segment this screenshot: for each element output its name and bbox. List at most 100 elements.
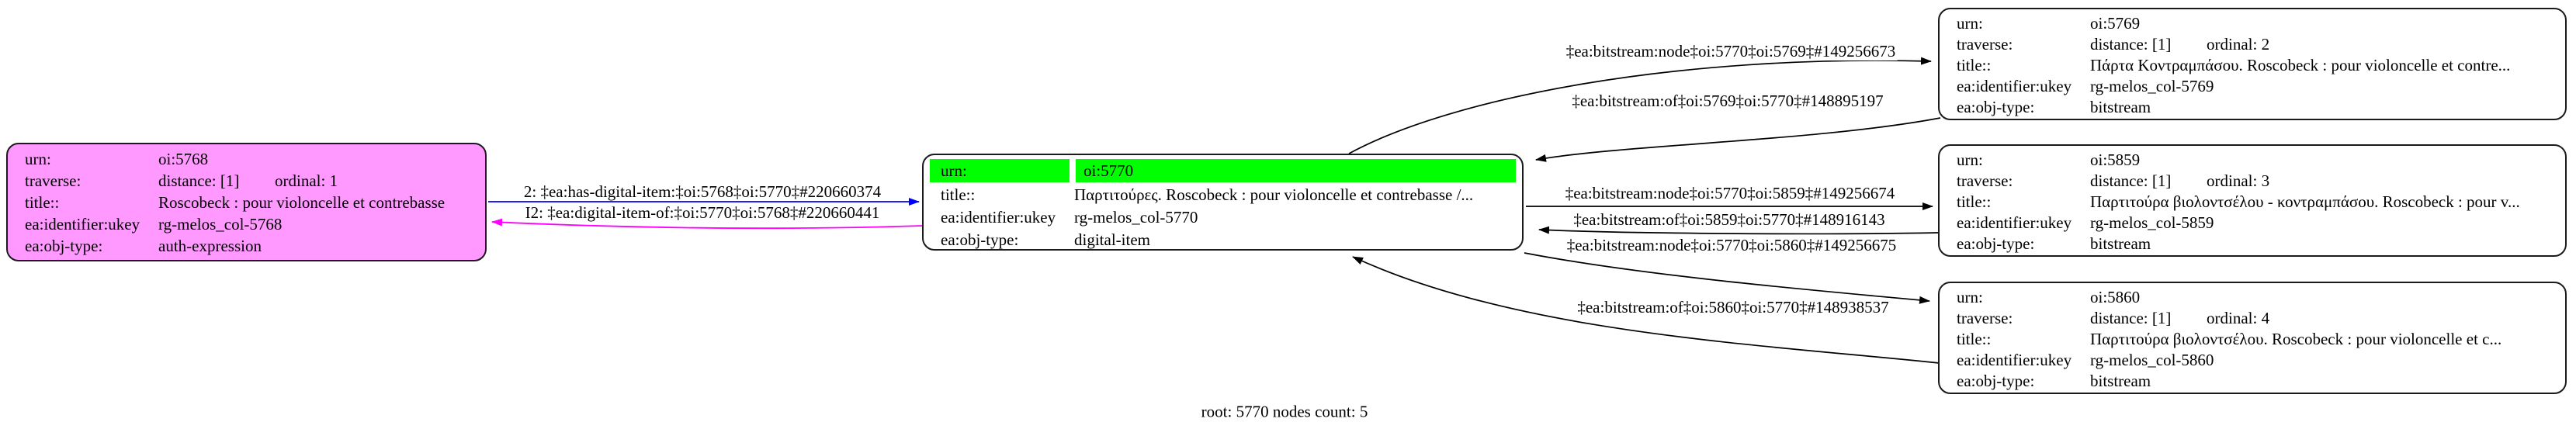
field-label: ea:obj-type: <box>1957 98 2035 116</box>
field-label: urn: <box>1957 288 1983 306</box>
field-label: traverse: <box>25 171 81 190</box>
field-label: title:: <box>1957 330 1992 348</box>
edge-label-bitstream-node-5769: ‡ea:bitstream:node‡oi:5770‡oi:5769‡#1492… <box>1564 42 1898 61</box>
field-label: urn: <box>25 150 51 168</box>
field-value: rg-melos_col-5768 <box>158 215 283 234</box>
field-value: auth-expression <box>158 237 262 255</box>
field-value: oi:5768 <box>158 150 209 168</box>
ordinal-value: ordinal: 3 <box>2207 171 2270 190</box>
edge-bitstream-node-5769 <box>1348 57 1932 154</box>
node-oi-5859[interactable]: urn: oi:5859 traverse: distance: [1] ordina… <box>1938 144 2567 257</box>
edge-label-has-digital-item: 2: ‡ea:has-digital-item:‡oi:5768‡oi:5770… <box>522 182 883 201</box>
ordinal-value: ordinal: 2 <box>2207 35 2270 54</box>
field-label: urn: <box>930 159 1070 182</box>
field-title: title:: Πάρτα Κοντραμπάσου. Roscobeck : p… <box>1940 55 2565 76</box>
node-rows: urn: oi:5860 traverse: distance: [1] ordina… <box>1940 283 2565 392</box>
field-traverse: traverse: distance: [1] ordinal: 4 <box>1940 308 2565 329</box>
field-label: ea:identifier:ukey <box>1957 213 2072 232</box>
distance-value: distance: [1] <box>2090 309 2172 327</box>
field-title: title:: Roscobeck : pour violoncelle et c… <box>8 192 485 213</box>
field-label: urn: <box>1957 14 1983 33</box>
field-value: rg-melos_col-5769 <box>2090 77 2214 95</box>
field-value: oi:5860 <box>2090 288 2141 306</box>
edge-label-bitstream-node-5860: ‡ea:bitstream:node‡oi:5770‡oi:5860‡#1492… <box>1565 236 1898 254</box>
ordinal-value: ordinal: 4 <box>2207 309 2270 327</box>
field-value: oi:5859 <box>2090 150 2141 169</box>
field-urn: urn: oi:5859 <box>1940 150 2565 171</box>
field-value: Roscobeck : pour violoncelle et contreba… <box>158 193 446 212</box>
field-label: title:: <box>1957 192 1992 211</box>
field-label: ea:identifier:ukey <box>941 208 1056 227</box>
node-rows: title:: Παρτιτούρες. Roscobeck : pour vio… <box>924 182 1522 251</box>
field-value: Παρτιτούρες. Roscobeck : pour violoncell… <box>1074 185 1474 204</box>
node-oi-5768[interactable]: urn: oi:5768 traverse: distance: [1] ordina… <box>6 143 487 261</box>
node-rows: urn: oi:5768 traverse: distance: [1] ordina… <box>8 144 485 257</box>
node-oi-5769[interactable]: urn: oi:5769 traverse: distance: [1] ordina… <box>1938 8 2567 120</box>
field-value: digital-item <box>1074 230 1150 249</box>
field-traverse: traverse: distance: [1] ordinal: 2 <box>1940 34 2565 55</box>
edge-label-digital-item-of: I2: ‡ea:digital-item-of:‡oi:5770‡oi:5768… <box>523 203 882 222</box>
field-label: ea:identifier:ukey <box>1957 351 2072 369</box>
field-traverse: traverse: distance: [1] ordinal: 3 <box>1940 171 2565 192</box>
distance-value: distance: [1] <box>158 171 240 190</box>
field-label: ea:obj-type: <box>25 237 103 255</box>
field-value: bitstream <box>2090 98 2151 116</box>
field-urn: urn: oi:5768 <box>8 148 485 170</box>
field-value: Παρτιτούρα βιολοντσέλου - κοντραμπάσου. … <box>2090 192 2520 211</box>
field-ukey: ea:identifier:ukey rg-melos_col-5769 <box>1940 76 2565 97</box>
edge-label-bitstream-of-5769: ‡ea:bitstream:of‡oi:5769‡oi:5770‡#148895… <box>1570 92 1885 110</box>
field-ukey: ea:identifier:ukey rg-melos_col-5860 <box>1940 350 2565 371</box>
field-value: rg-melos_col-5859 <box>2090 213 2214 232</box>
edge-bitstream-of-5769 <box>1535 117 1941 162</box>
field-label: traverse: <box>1957 309 2013 327</box>
field-objtype: ea:obj-type: bitstream <box>1940 97 2565 118</box>
field-label: ea:obj-type: <box>1957 372 2035 390</box>
field-objtype: ea:obj-type: auth-expression <box>8 235 485 257</box>
field-title: title:: Παρτιτούρα βιολοντσέλου. Roscobec… <box>1940 329 2565 350</box>
field-value: oi:5770 <box>1076 159 1516 182</box>
field-value: bitstream <box>2090 234 2151 253</box>
field-label: title:: <box>25 193 60 212</box>
field-label: title:: <box>941 185 976 204</box>
node-rows: urn: oi:5859 traverse: distance: [1] ordina… <box>1940 146 2565 254</box>
edge-label-bitstream-node-5859: ‡ea:bitstream:node‡oi:5770‡oi:5859‡#1492… <box>1563 184 1897 202</box>
field-ukey: ea:identifier:ukey rg-melos_col-5770 <box>924 206 1522 229</box>
edge-label-bitstream-of-5859: ‡ea:bitstream:of‡oi:5859‡oi:5770‡#148916… <box>1572 210 1887 229</box>
field-value: rg-melos_col-5860 <box>2090 351 2214 369</box>
node-rows: urn: oi:5769 traverse: distance: [1] ordina… <box>1940 9 2565 118</box>
distance-value: distance: [1] <box>2090 35 2172 54</box>
field-label: ea:obj-type: <box>1957 234 2035 253</box>
field-traverse: traverse: distance: [1] ordinal: 1 <box>8 170 485 192</box>
field-objtype: ea:obj-type: digital-item <box>924 229 1522 251</box>
field-value: rg-melos_col-5770 <box>1074 208 1198 227</box>
field-ukey: ea:identifier:ukey rg-melos_col-5859 <box>1940 213 2565 234</box>
field-label: traverse: <box>1957 35 2013 54</box>
node-oi-5770[interactable]: urn: oi:5770 title:: Παρτιτούρες. Roscobe… <box>922 154 1524 251</box>
field-objtype: ea:obj-type: bitstream <box>1940 371 2565 392</box>
field-title: title:: Παρτιτούρα βιολοντσέλου - κοντραμ… <box>1940 192 2565 213</box>
field-label: ea:identifier:ukey <box>1957 77 2072 95</box>
field-label: traverse: <box>1957 171 2013 190</box>
field-label: ea:obj-type: <box>941 230 1019 249</box>
graph-footer-caption: root: 5770 nodes count: 5 <box>1201 402 1368 421</box>
field-value: Πάρτα Κοντραμπάσου. Roscobeck : pour vio… <box>2090 56 2511 74</box>
field-urn: urn: oi:5769 <box>1940 13 2565 34</box>
distance-value: distance: [1] <box>2090 171 2172 190</box>
field-urn: urn: oi:5860 <box>1940 287 2565 308</box>
edge-bitstream-of-5860 <box>1352 256 1940 364</box>
field-title: title:: Παρτιτούρες. Roscobeck : pour vio… <box>924 184 1522 206</box>
edge-label-bitstream-of-5860: ‡ea:bitstream:of‡oi:5860‡oi:5770‡#148938… <box>1576 298 1891 317</box>
field-label: ea:identifier:ukey <box>25 215 140 234</box>
edge-bitstream-node-5860 <box>1524 252 1930 304</box>
field-label: title:: <box>1957 56 1992 74</box>
ordinal-value: ordinal: 1 <box>275 171 338 190</box>
node-oi-5860[interactable]: urn: oi:5860 traverse: distance: [1] ordina… <box>1938 282 2567 394</box>
field-ukey: ea:identifier:ukey rg-melos_col-5768 <box>8 213 485 235</box>
root-header-row: urn: oi:5770 <box>930 159 1516 182</box>
field-label: urn: <box>1957 150 1983 169</box>
field-objtype: ea:obj-type: bitstream <box>1940 234 2565 254</box>
field-value: bitstream <box>2090 372 2151 390</box>
field-value: Παρτιτούρα βιολοντσέλου. Roscobeck : pou… <box>2090 330 2502 348</box>
